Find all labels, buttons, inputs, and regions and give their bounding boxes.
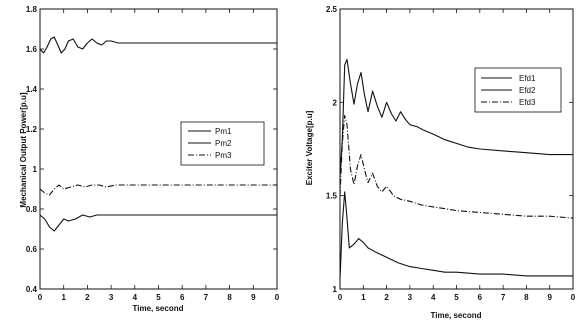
y-tick-label: 1.4: [26, 85, 38, 94]
series-line-efd2: [339, 191, 573, 280]
x-tick-label: 2: [384, 293, 389, 302]
series-line-pm1: [39, 36, 277, 54]
x-tick-label: 3: [408, 293, 413, 302]
x-tick-label: 1: [361, 293, 366, 302]
y-tick-label: 1: [33, 165, 38, 174]
x-tick-label: 4: [133, 293, 138, 302]
x-tick-label: 3: [109, 293, 114, 302]
legend-label-pm2: Pm2: [215, 139, 232, 148]
x-tick-label: 1: [61, 293, 66, 302]
y-tick-label: 0.4: [26, 285, 38, 294]
x-tick-label: 6: [478, 293, 483, 302]
y-tick-label: 2.5: [326, 5, 338, 14]
x-tick-label: 0: [571, 293, 576, 302]
series-line-pm2: [39, 214, 277, 232]
y-tick-label: 1.6: [26, 45, 38, 54]
y-tick-label: 1.2: [26, 125, 38, 134]
series-lines: [39, 36, 277, 232]
x-tick-label: 9: [251, 293, 256, 302]
x-tick-label: 0: [38, 293, 43, 302]
series-line-pm3: [39, 184, 277, 196]
legend-label-pm3: Pm3: [215, 151, 232, 160]
x-axis-label: Time, second: [431, 311, 482, 320]
y-tick-label: 1.8: [26, 5, 38, 14]
y-tick-label: 0.6: [26, 245, 38, 254]
plot-frame: [339, 8, 574, 290]
x-tick-label: 7: [501, 293, 506, 302]
y-tick-label: 1: [333, 285, 338, 294]
x-tick-label: 0: [338, 293, 343, 302]
x-tick-label: 5: [156, 293, 161, 302]
series-line-efd3: [339, 114, 574, 219]
legend: Efd1 Efd2 Efd3: [474, 67, 562, 113]
legend-label-efd2: Efd2: [519, 86, 536, 95]
y-axis: 1 1.5 2 2.5: [326, 5, 573, 294]
y-tick-label: 1.5: [326, 192, 338, 201]
y-axis: 0.4 0.6 0.8 1 1.2 1.4 1.6 1.8: [26, 5, 277, 294]
x-tick-label: 8: [524, 293, 529, 302]
y-tick-label: 2: [333, 98, 338, 107]
x-tick-label: 8: [227, 293, 232, 302]
y-axis-label: Exciter Voltage[p.u]: [305, 110, 314, 185]
chart-mechanical-power: 0 1 2 3 4 5 6 7 8 9 0 0.4 0.6 0.8 1 1.2 1.4 1.6 1.8 Time,…: [19, 5, 280, 313]
series-line-efd1: [339, 58, 573, 178]
x-tick-label: 5: [454, 293, 459, 302]
x-tick-label: 9: [547, 293, 552, 302]
x-axis-label: Time, second: [133, 304, 184, 313]
x-axis: 0 1 2 3 4 5 6 7 8 9 0: [38, 9, 280, 302]
x-axis: 0 1 2 3 4 5 6 7 8 9 0: [338, 9, 576, 302]
legend-label-efd3: Efd3: [519, 98, 536, 107]
legend-label-efd1: Efd1: [519, 74, 536, 83]
x-tick-label: 0: [275, 293, 280, 302]
x-tick-label: 7: [204, 293, 209, 302]
series-lines: [339, 58, 574, 280]
legend: Pm1 Pm2 Pm3: [180, 121, 265, 166]
legend-label-pm1: Pm1: [215, 127, 232, 136]
x-tick-label: 6: [180, 293, 185, 302]
y-tick-label: 0.8: [26, 205, 38, 214]
x-tick-label: 4: [431, 293, 436, 302]
y-axis-label: Mechanical Output Power[p.u]: [19, 92, 28, 207]
x-tick-label: 2: [85, 293, 90, 302]
